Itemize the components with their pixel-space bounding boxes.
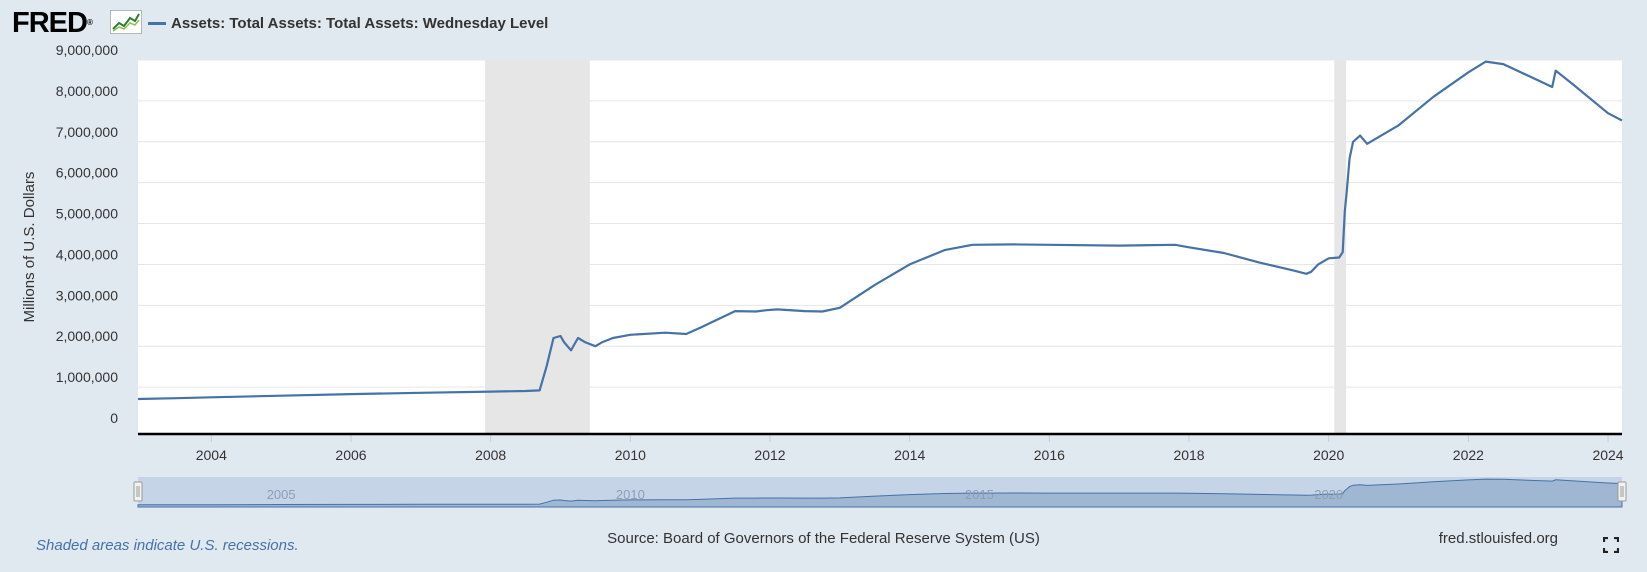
navigator-handle-right[interactable] [1617,481,1627,502]
y-tick-label: 6,000,000 [56,165,118,181]
grid-lines [138,59,1622,388]
recession-band [1334,60,1347,434]
x-tick-label: 2006 [335,447,366,463]
y-axis-label: Millions of U.S. Dollars [21,172,38,323]
x-tick-label: 2008 [475,447,506,463]
range-navigator[interactable]: 2005 2010 2015 2020 [133,477,1627,508]
x-tick-label: 2016 [1034,447,1065,463]
navigator-year-label: 2015 [965,487,994,502]
navigator-handle-left[interactable] [133,481,143,502]
y-tick-label: 5,000,000 [56,206,118,222]
x-axis-ticks: 2004 2006 2008 2010 2012 2014 2016 2018 2020 2022… [196,434,1624,463]
x-tick-label: 2018 [1173,447,1204,463]
x-tick-label: 2010 [615,447,646,463]
legend-swatch [148,21,166,25]
line-graph-icon [110,10,142,34]
fred-url[interactable]: fred.stlouisfed.org [1438,530,1558,547]
y-tick-label: 3,000,000 [56,287,118,303]
y-axis-ticks: 0 1,000,000 2,000,000 3,000,000 4,000,000 5,0… [56,42,119,426]
fred-logo[interactable]: FRED® [12,6,93,40]
navigator-year-label: 2010 [616,487,645,502]
legend-label: Assets: Total Assets: Total Assets: Wedn… [171,14,549,32]
x-tick-label: 2004 [196,447,227,463]
recession-shading [485,60,1347,434]
y-tick-label: 0 [110,410,118,426]
navigator-area [137,478,1623,508]
y-tick-label: 7,000,000 [56,124,118,140]
x-tick-label: 2014 [894,447,925,463]
y-tick-label: 9,000,000 [56,42,118,58]
legend[interactable]: Assets: Total Assets: Total Assets: Wedn… [148,12,548,34]
x-tick-label: 2020 [1313,447,1344,463]
logo-registered-mark: ® [86,18,93,27]
y-tick-label: 4,000,000 [56,246,118,262]
y-tick-label: 8,000,000 [56,83,118,99]
logo-text: FRED [12,7,88,39]
y-tick-label: 1,000,000 [56,369,118,385]
navigator-year-label: 2020 [1314,487,1343,502]
x-tick-label: 2022 [1453,447,1484,463]
navigator-year-label: 2005 [267,487,296,502]
y-tick-label: 2,000,000 [56,328,118,344]
recession-band [485,60,590,434]
recession-note: Shaded areas indicate U.S. recessions. [36,537,299,554]
fullscreen-icon[interactable] [1603,537,1619,553]
x-tick-label: 2012 [754,447,785,463]
plot-background [138,60,1622,434]
source-text: Source: Board of Governors of the Federa… [607,530,1040,547]
series-line-total-assets[interactable] [137,60,1623,401]
x-tick-label: 2024 [1592,447,1623,463]
navigator-year-labels: 2005 2010 2015 2020 [267,487,1343,502]
